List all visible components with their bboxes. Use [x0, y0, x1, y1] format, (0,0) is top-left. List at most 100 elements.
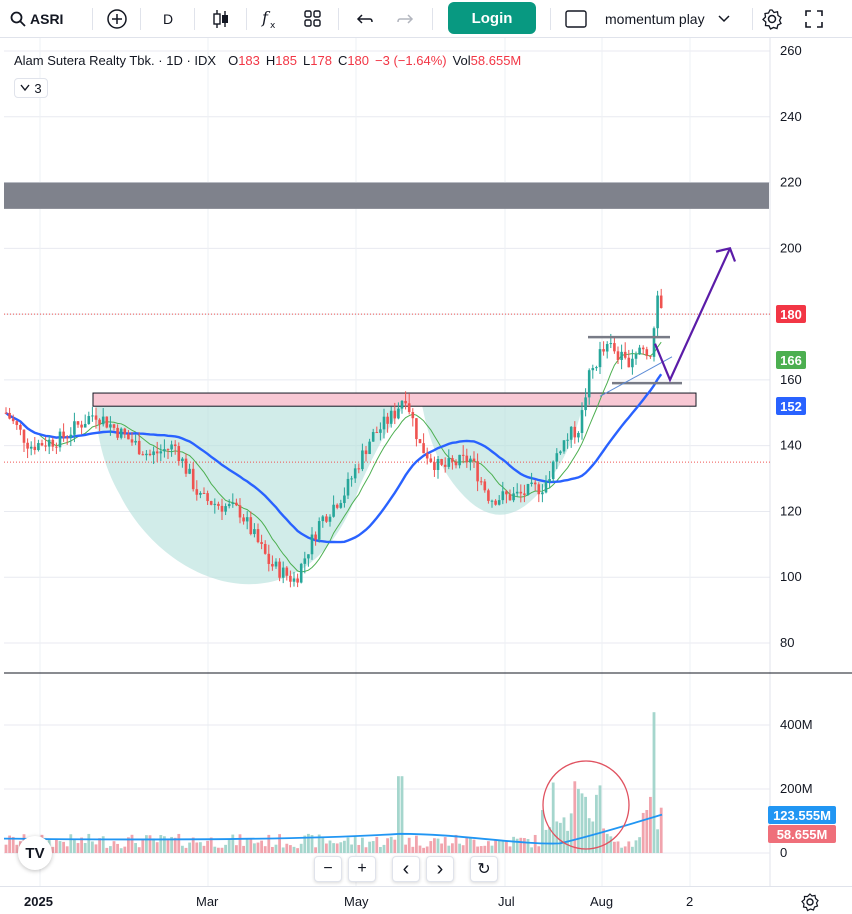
bar-style-button[interactable] [208, 0, 234, 38]
layout-selector[interactable]: momentum play [564, 0, 744, 38]
chart-canvas[interactable]: 260 240 220 200 180 160 140 120 100 80 400M 200M 0 [0, 38, 852, 886]
candle-body [523, 493, 526, 495]
volume-ma-line [3, 813, 663, 845]
templates-button[interactable] [300, 0, 326, 38]
candle-body [19, 424, 22, 430]
candle-body [386, 416, 389, 424]
price-tick-label: 260 [780, 43, 802, 58]
candle-body [307, 554, 310, 559]
volume-bar [292, 846, 296, 853]
volume-bar [263, 846, 267, 853]
resistance-zone [4, 182, 769, 209]
legend-change: −3 (−1.64%) [375, 53, 447, 68]
candle-body [609, 343, 613, 345]
volume-bar [224, 844, 227, 853]
candle-body [51, 439, 55, 447]
settings-button[interactable] [760, 0, 784, 38]
volume-bar [530, 847, 533, 853]
volume-bar [11, 836, 15, 853]
volume-bar [436, 838, 440, 853]
volume-bar [548, 827, 551, 853]
settings-icon [762, 9, 782, 30]
settings-icon[interactable] [800, 892, 820, 912]
templates-icon [304, 10, 321, 27]
symbol-search[interactable]: ASRI [10, 0, 72, 38]
candle-body [393, 410, 397, 419]
volume-bar [659, 807, 663, 853]
candle-body [530, 482, 533, 484]
time-label: Jul [498, 894, 515, 909]
candle-body [368, 441, 371, 455]
candle-body [634, 354, 638, 359]
volume-bar [523, 838, 526, 853]
undo-button[interactable] [352, 0, 376, 38]
fullscreen-icon [805, 10, 823, 28]
time-axis[interactable]: 2025 Mar May Jul Aug 2 [0, 886, 852, 914]
volume-bar [415, 835, 418, 853]
volume-bar [51, 846, 55, 853]
volume-bar [652, 712, 656, 853]
candle-body [353, 468, 357, 479]
candle-body [253, 529, 256, 535]
volume-bar [245, 838, 249, 853]
candle-body [33, 446, 37, 451]
volume-bar [638, 837, 641, 853]
candle-body [206, 493, 209, 502]
candle-body [649, 355, 652, 357]
price-tick-label: 240 [780, 109, 802, 124]
candle-body [623, 351, 627, 358]
zoom-out-button[interactable]: − [314, 856, 342, 882]
interval-button[interactable]: D [156, 0, 180, 38]
scroll-right-button[interactable]: › [426, 856, 454, 882]
volume-bar [357, 844, 361, 853]
candle-body [314, 534, 317, 540]
candle-body [519, 491, 523, 494]
candle-body [256, 529, 260, 543]
candle-body [458, 454, 461, 466]
candle-body [490, 500, 494, 502]
volume-bar [339, 842, 343, 853]
candle-body [397, 408, 400, 419]
divider [194, 8, 195, 30]
volume-bar [454, 834, 458, 853]
volume-bar [656, 829, 659, 853]
fullscreen-button[interactable] [802, 0, 826, 38]
legend-open: 183 [238, 53, 260, 68]
candle-body [141, 454, 145, 456]
candle-body [425, 453, 429, 459]
volume-bar [418, 845, 422, 853]
candle-body [577, 432, 580, 438]
volume-bar [537, 846, 541, 853]
volume-bar [353, 835, 357, 853]
volume-bar [461, 845, 465, 853]
volume-bar [166, 840, 170, 853]
add-symbol-button[interactable] [104, 0, 130, 38]
indicators-toggle[interactable]: 3 [14, 78, 48, 98]
candle-body [299, 563, 303, 583]
candle-body [163, 449, 166, 452]
candle-body [533, 482, 537, 485]
highlight-circle [542, 760, 630, 850]
candle-body [382, 416, 386, 430]
reset-chart-button[interactable]: ↻ [470, 856, 498, 882]
candle-body [616, 351, 620, 360]
volume-bar [361, 837, 364, 853]
volume-bar [202, 845, 206, 853]
redo-button[interactable] [394, 0, 418, 38]
volume-bar [285, 843, 289, 853]
volume-bar [220, 847, 224, 853]
zoom-in-button[interactable]: + [348, 856, 376, 882]
volume-bar [145, 835, 148, 853]
login-button[interactable]: Login [448, 2, 536, 34]
price-axis[interactable]: 26024022020018016014012010080400M200M0 [780, 43, 813, 860]
volume-bar [159, 835, 163, 853]
candle-body [296, 578, 299, 583]
candle-body [188, 468, 191, 474]
price-tick-label: 200 [780, 240, 802, 255]
scroll-left-button[interactable]: ‹ [392, 856, 420, 882]
interval-label: D [162, 11, 174, 27]
candle-body [199, 492, 202, 495]
tradingview-logo[interactable]: TV [18, 836, 52, 870]
candle-body [209, 501, 213, 505]
